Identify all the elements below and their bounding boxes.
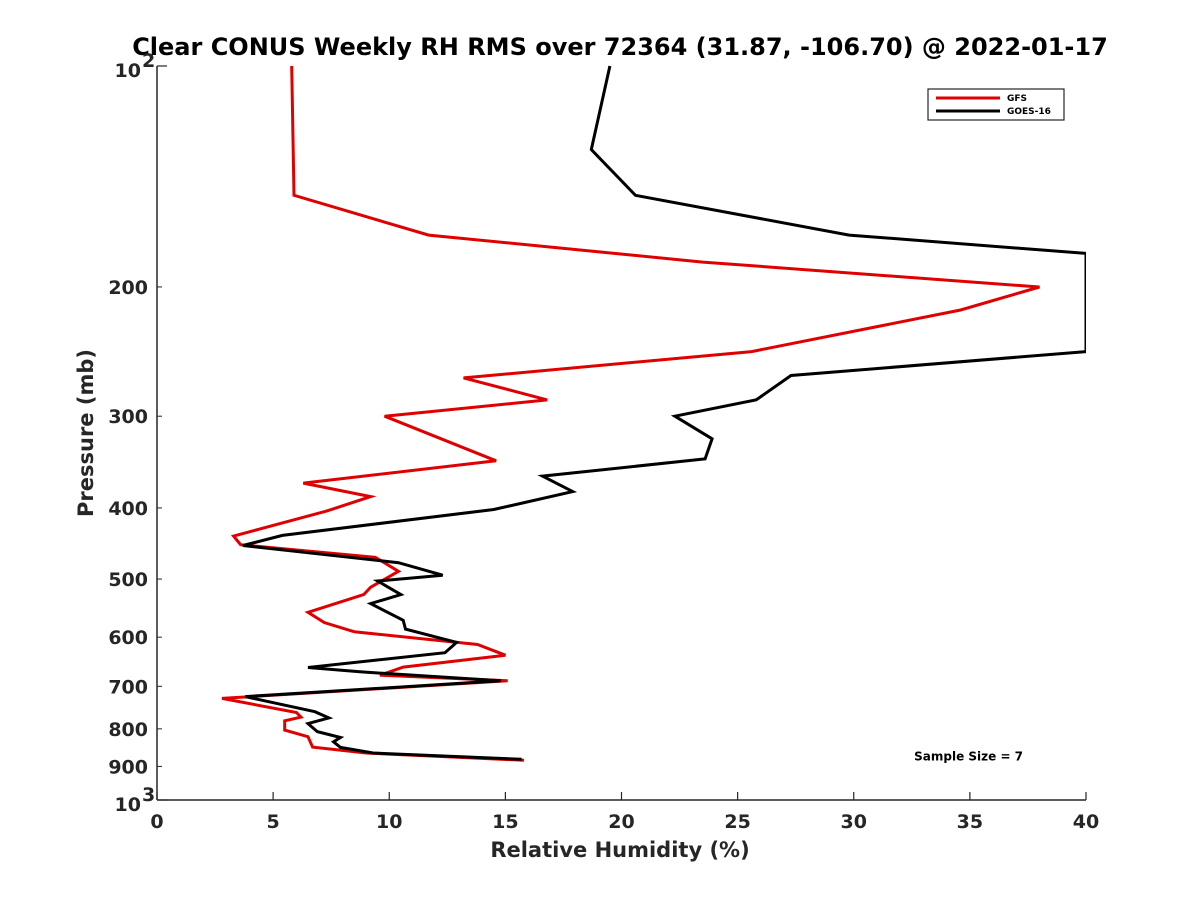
legend-entry: GFS xyxy=(1007,94,1027,104)
series-line-goes-16 xyxy=(242,65,1086,761)
axes: 0 5 10 15 20 25 30 35 40 200 300 400 500 600 700 800 900… xyxy=(108,50,1099,833)
x-tick-label: 20 xyxy=(608,811,634,833)
annotations: Sample Size = 7 xyxy=(914,749,1023,763)
x-axis-label: Relative Humidity (%) xyxy=(490,838,749,862)
x-tick-label: 25 xyxy=(724,811,750,833)
y-decade-label: 10 xyxy=(115,60,141,82)
x-tick-label: 10 xyxy=(376,811,402,833)
x-tick-label: 0 xyxy=(150,811,163,833)
y-tick-label: 900 xyxy=(108,756,148,778)
x-tick-label: 15 xyxy=(492,811,518,833)
series-layer xyxy=(221,65,1086,762)
x-tick-label: 30 xyxy=(841,811,867,833)
y-tick-label: 500 xyxy=(108,569,148,591)
y-axis-label: Pressure (mb) xyxy=(74,349,98,517)
sample-size-annotation: Sample Size = 7 xyxy=(914,749,1023,763)
legend-entry: GOES-16 xyxy=(1007,107,1051,117)
x-tick-label: 35 xyxy=(957,811,983,833)
y-decade-exponent: 3 xyxy=(142,784,155,806)
y-tick-label: 700 xyxy=(108,676,148,698)
legend-box xyxy=(927,88,1065,121)
y-tick-label: 600 xyxy=(108,627,148,649)
y-tick-label: 300 xyxy=(108,406,148,428)
x-tick-label: 40 xyxy=(1073,811,1099,833)
y-decade-exponent: 2 xyxy=(142,50,155,72)
chart-title: Clear CONUS Weekly RH RMS over 72364 (31… xyxy=(132,33,1108,61)
series-line-gfs xyxy=(221,65,1040,762)
y-tick-label: 400 xyxy=(108,498,148,520)
y-tick-label: 200 xyxy=(108,277,148,299)
y-tick-label: 800 xyxy=(108,719,148,741)
y-decade-label: 10 xyxy=(115,794,141,816)
x-tick-label: 5 xyxy=(267,811,280,833)
legend: GFS GOES-16 xyxy=(927,88,1065,121)
